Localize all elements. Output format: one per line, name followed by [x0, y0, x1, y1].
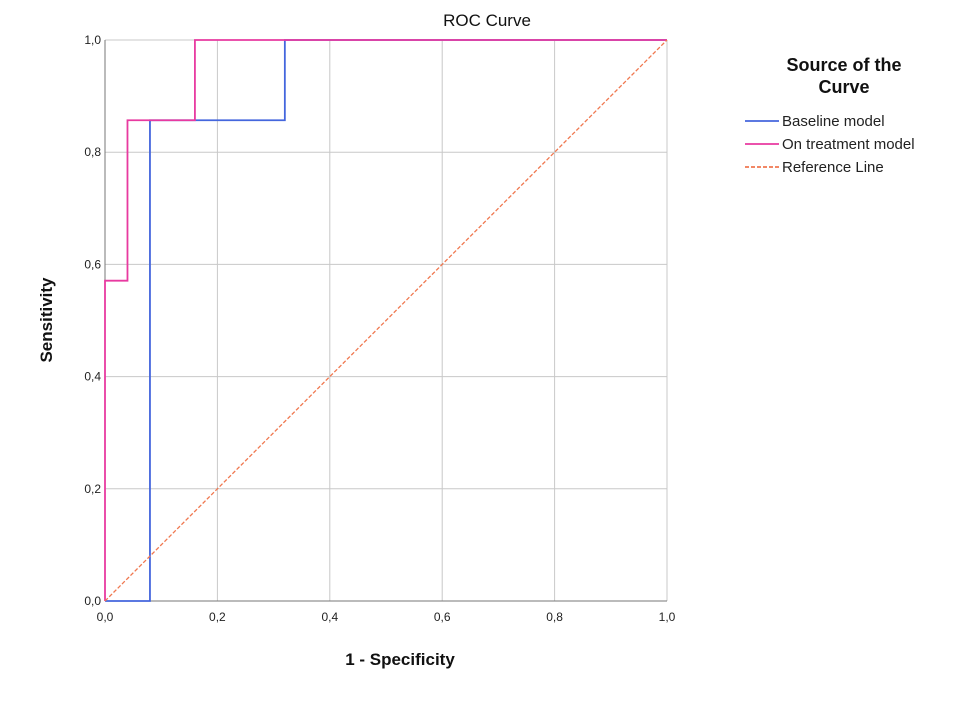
series-line-on-treatment-model — [104, 39, 667, 601]
legend-entry-label: On treatment model — [782, 136, 915, 153]
y-tick-label: 0,6 — [84, 257, 101, 271]
x-tick-label: 0,2 — [209, 610, 226, 624]
chart-title: ROC Curve — [443, 11, 531, 30]
x-axis-label: 1 - Specificity — [345, 650, 455, 669]
y-tick-label: 1,0 — [84, 33, 101, 47]
series-line-reference-line — [104, 39, 668, 602]
legend-entry-label: Reference Line — [782, 159, 884, 176]
legend-title-line-2: Curve — [818, 77, 869, 97]
y-axis-label: Sensitivity — [37, 277, 56, 363]
y-tick-label: 0,2 — [84, 482, 101, 496]
x-tick-label: 0,6 — [434, 610, 451, 624]
x-tick-label: 0,8 — [546, 610, 563, 624]
y-tick-label: 0,0 — [84, 594, 101, 608]
legend-entry-label: Baseline model — [782, 113, 885, 130]
x-tick-label: 0,4 — [321, 610, 338, 624]
legend-title-line-1: Source of the — [786, 55, 901, 75]
x-tick-label: 0,0 — [97, 610, 114, 624]
x-tick-label: 1,0 — [659, 610, 676, 624]
y-tick-label: 0,4 — [84, 370, 101, 384]
y-tick-label: 0,8 — [84, 145, 101, 159]
